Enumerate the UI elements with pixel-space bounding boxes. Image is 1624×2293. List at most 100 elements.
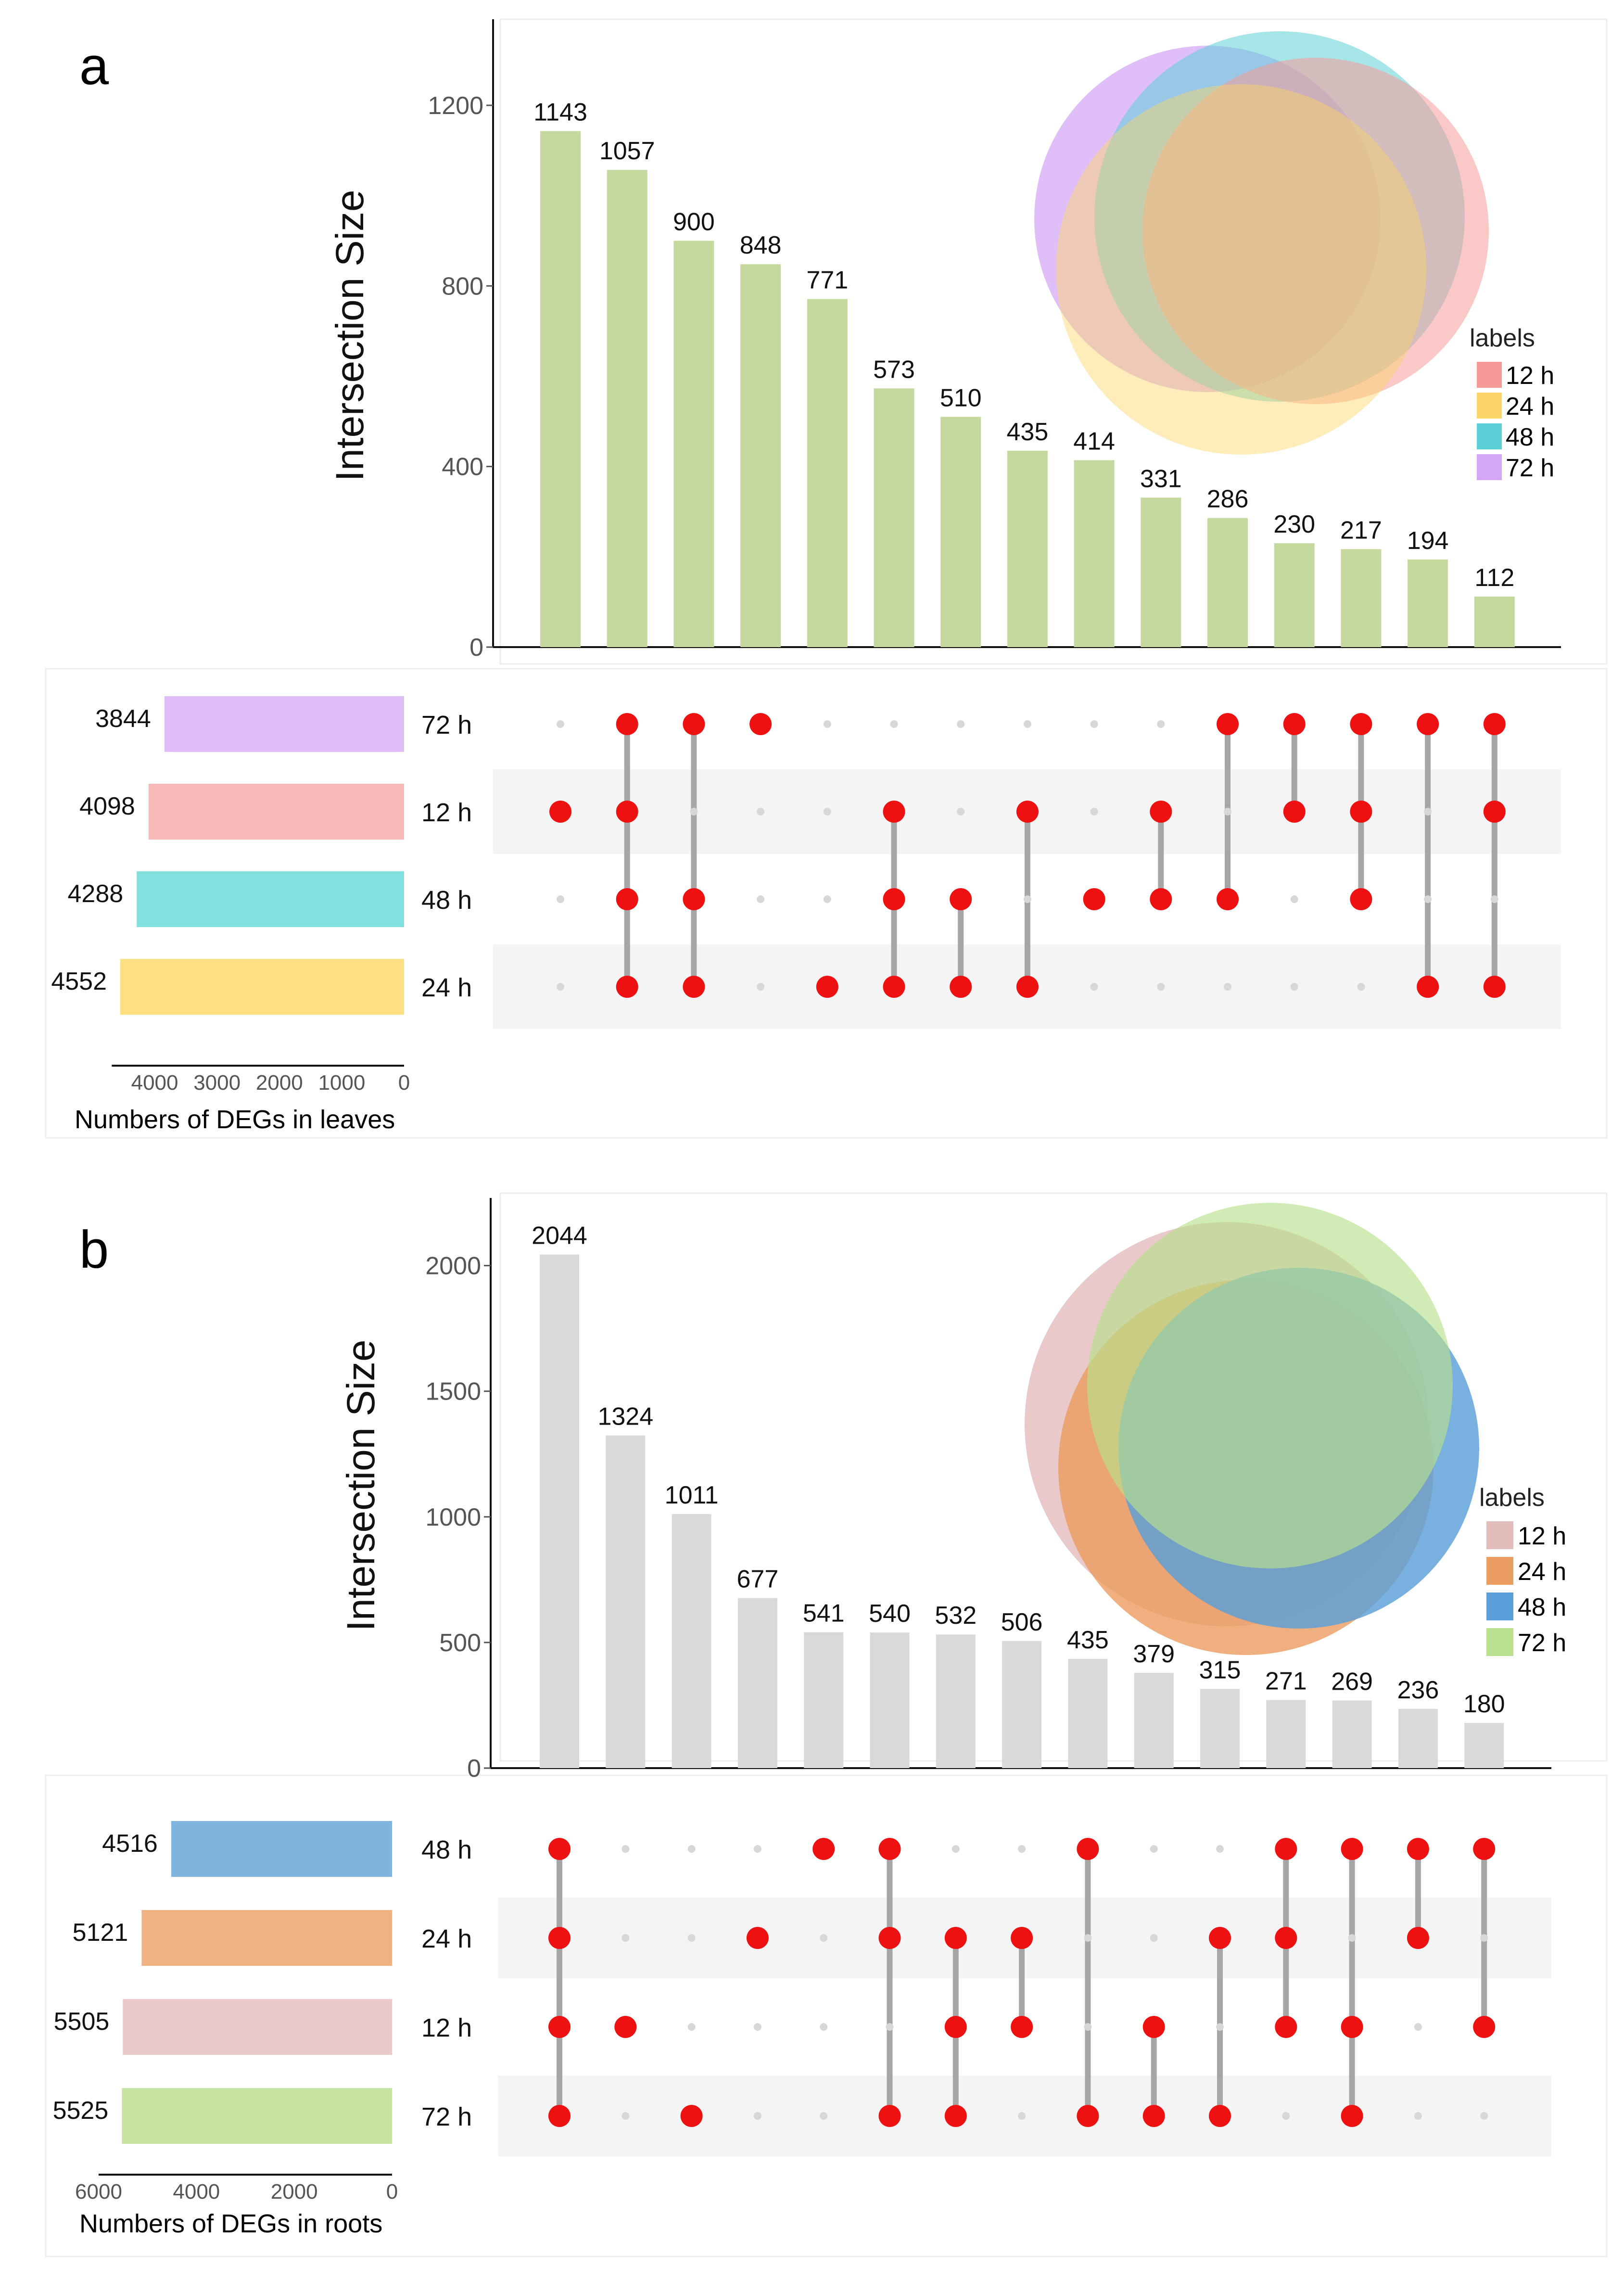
legend-swatch (1477, 454, 1502, 480)
legend-swatch (1486, 1628, 1513, 1656)
membership-dot-inactive (1157, 983, 1165, 991)
membership-dot-inactive (557, 895, 564, 903)
intersection-bar (870, 1632, 910, 1768)
set-size-label: 4516 (102, 1830, 158, 1858)
set-size-label: 4288 (68, 880, 124, 908)
legend-swatch (1477, 362, 1502, 388)
legend-swatch (1477, 393, 1502, 419)
bar-value-label: 180 (1463, 1690, 1505, 1718)
matrix-frame (45, 668, 1608, 1139)
membership-dot-inactive (1290, 983, 1298, 991)
membership-dot-active (548, 1927, 571, 1949)
set-axis-tick-label: 0 (386, 2180, 398, 2204)
membership-dot-active (1341, 2016, 1363, 2038)
set-name-label: 48 h (421, 1835, 472, 1864)
membership-dot-inactive (757, 808, 765, 815)
bar-value-label: 315 (1199, 1656, 1241, 1684)
membership-dot-active (1483, 801, 1506, 823)
membership-dot-active (549, 801, 571, 823)
membership-dot-active (944, 2016, 967, 2038)
membership-dot-inactive (1290, 895, 1298, 903)
set-size-bar (148, 784, 404, 840)
membership-dot-active (1011, 1927, 1033, 1949)
intersection-bar (1074, 460, 1115, 647)
membership-dot-active (878, 1927, 901, 1949)
membership-dot-active (548, 1838, 571, 1860)
intersection-bar (1007, 450, 1048, 647)
venn-diagram: labels 12 h 24 h 48 h 72 h (1034, 31, 1554, 482)
legend-title: labels (1479, 1484, 1545, 1512)
set-axis-tick-label: 1000 (318, 1071, 365, 1095)
set-size-bar (164, 696, 404, 752)
membership-dot-active (816, 976, 838, 998)
set-name-label: 48 h (421, 886, 472, 915)
membership-dot-inactive (823, 808, 831, 815)
bar-value-label: 331 (1140, 465, 1182, 493)
bar-value-label: 506 (1001, 1608, 1043, 1636)
set-size-label: 3844 (95, 705, 151, 733)
legend-entry: 24 h (1486, 1557, 1566, 1586)
y-tick-label: 1200 (428, 92, 483, 120)
membership-dot-active (1417, 976, 1439, 998)
set-size-label: 4098 (79, 792, 135, 820)
y-tick-label: 500 (439, 1629, 481, 1657)
legend-swatch (1486, 1521, 1513, 1549)
membership-dot-active (1209, 1927, 1231, 1949)
y-tick-label: 400 (442, 453, 483, 481)
intersection-bar (1332, 1700, 1372, 1768)
membership-dot-active (1350, 888, 1372, 910)
legend-swatch (1486, 1592, 1513, 1620)
y-tick-label: 800 (442, 272, 483, 300)
venn-circle-12h (1142, 58, 1489, 404)
set-size-bar (141, 1910, 392, 1966)
bar-value-label: 771 (806, 266, 848, 294)
membership-dot-inactive (1090, 720, 1098, 728)
membership-dot-inactive (820, 1934, 828, 1942)
membership-dot-inactive (622, 2112, 630, 2120)
set-size-bar (120, 959, 404, 1015)
membership-dot-inactive (1084, 2023, 1092, 2031)
bar-value-label: 112 (1474, 564, 1514, 592)
set-size-label: 5525 (53, 2097, 109, 2125)
intersection-bar (1134, 1673, 1174, 1768)
intersection-bar (1068, 1658, 1108, 1768)
membership-dot-inactive (820, 2023, 828, 2031)
membership-dot-active (950, 888, 972, 910)
bar-value-label: 194 (1407, 527, 1449, 555)
membership-dot-inactive (687, 2023, 696, 2031)
membership-dot-active (883, 888, 905, 910)
membership-dot-inactive (1150, 1845, 1158, 1853)
membership-dot-active (1417, 713, 1439, 735)
membership-dot-inactive (557, 720, 564, 728)
y-axis-title: Intersection Size (328, 190, 372, 481)
legend-entry: 12 h (1477, 362, 1554, 390)
legend-label: 24 h (1506, 393, 1554, 420)
intersection-bar (807, 299, 848, 647)
bar-value-label: 1011 (665, 1481, 719, 1509)
plot-frame (499, 18, 1608, 665)
membership-dot-active (1341, 1838, 1363, 1860)
membership-dot-inactive (757, 895, 765, 903)
intersection-bar (1408, 559, 1448, 647)
legend-entry: 48 h (1486, 1592, 1566, 1621)
membership-dot-inactive (886, 2023, 894, 2031)
membership-dot-inactive (1018, 1845, 1026, 1853)
bar-value-label: 900 (673, 208, 715, 236)
legend-entry: 48 h (1477, 423, 1554, 451)
plot-frame (499, 1192, 1608, 1762)
set-size-bar (137, 871, 405, 927)
venn-diagram: labels 12 h 24 h 48 h 72 h (1025, 1203, 1566, 1657)
membership-dot-active (1341, 2105, 1363, 2127)
bar-value-label: 414 (1073, 428, 1115, 456)
membership-dot-inactive (622, 1845, 630, 1853)
set-name-label: 72 h (421, 2102, 472, 2131)
membership-dot-active (812, 1838, 835, 1860)
membership-dot-active (683, 713, 705, 735)
membership-dot-active (1483, 713, 1506, 735)
membership-dot-inactive (1216, 1845, 1224, 1853)
intersection-bar (673, 241, 714, 647)
membership-dot-inactive (687, 1934, 696, 1942)
legend-entry: 24 h (1477, 393, 1554, 420)
y-axis-title: Intersection Size (339, 1339, 383, 1631)
intersection-bar (1200, 1689, 1240, 1768)
